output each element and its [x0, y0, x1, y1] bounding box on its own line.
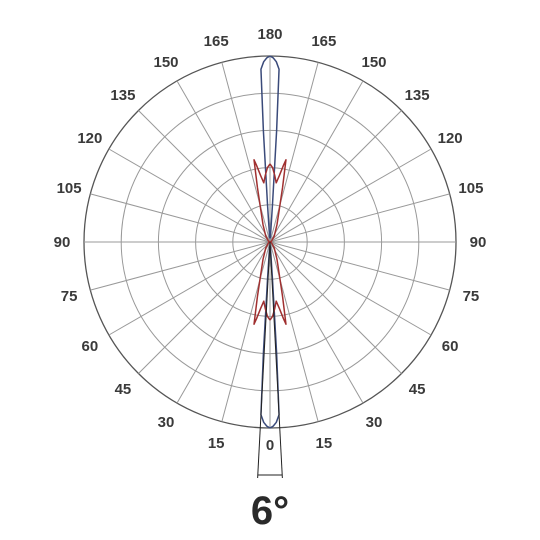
- angle-label-right-75: 75: [463, 288, 480, 305]
- angle-label-left-105: 105: [57, 180, 82, 197]
- beam-angle-indicator: [257, 241, 283, 479]
- angle-labels: 180 15 30 45 60 75 90 105 120 135 150 165 15 30 45 60 75…: [54, 26, 487, 454]
- angle-label-right-150: 150: [361, 54, 386, 71]
- angle-label-right-15: 15: [315, 435, 332, 452]
- angle-label-left-165: 165: [204, 33, 229, 50]
- angle-label-180: 180: [257, 26, 282, 43]
- beam-edge-line: [269, 241, 283, 479]
- angle-label-left-60: 60: [82, 338, 99, 355]
- angle-label-right-120: 120: [438, 130, 463, 147]
- angle-label-right-30: 30: [366, 414, 383, 431]
- angle-label-left-45: 45: [115, 381, 132, 398]
- angle-label-0: 0: [266, 437, 274, 454]
- angle-label-left-90: 90: [54, 234, 71, 251]
- angle-label-left-15: 15: [208, 435, 225, 452]
- angle-label-right-135: 135: [405, 87, 430, 104]
- angle-label-left-150: 150: [153, 54, 178, 71]
- angle-label-right-90: 90: [470, 234, 487, 251]
- angle-label-right-60: 60: [442, 338, 459, 355]
- angle-label-right-165: 165: [311, 33, 336, 50]
- angle-label-right-45: 45: [409, 381, 426, 398]
- beam-edge-line: [257, 241, 271, 479]
- angle-label-left-135: 135: [110, 87, 135, 104]
- angle-label-left-75: 75: [61, 288, 78, 305]
- intensity-curve-2: [253, 159, 287, 325]
- angle-label-left-30: 30: [158, 414, 175, 431]
- angle-label-right-105: 105: [458, 180, 483, 197]
- beam-angle-label: 6°: [251, 489, 289, 533]
- angle-label-left-120: 120: [77, 130, 102, 147]
